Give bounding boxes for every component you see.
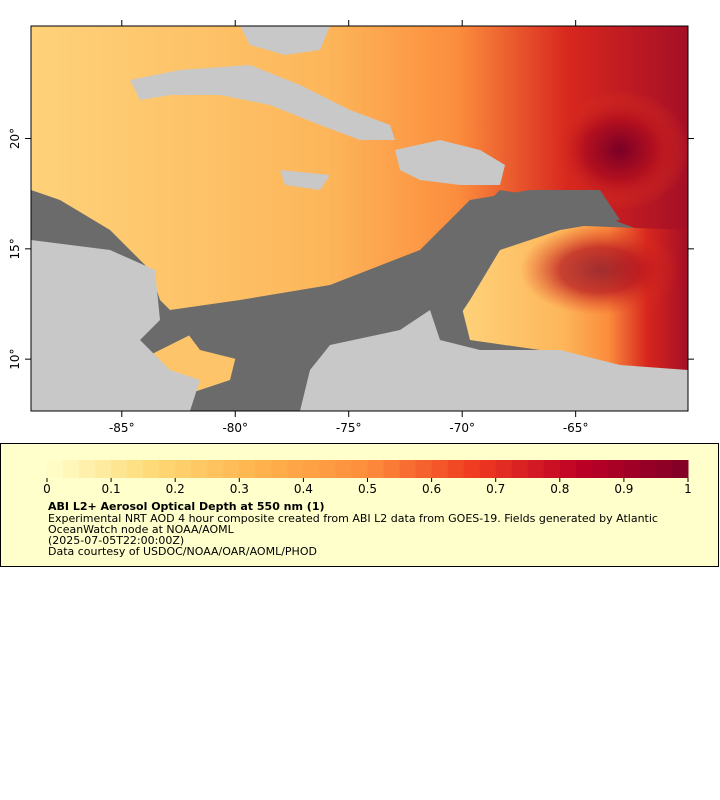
colorbar-tick-label: 0.2 [166,482,185,496]
colorbar-tick-label: 0.9 [614,482,633,496]
legend-title: ABI L2+ Aerosol Optical Depth at 550 nm … [48,500,325,513]
colorbar-step [63,460,80,478]
sea-no-data [170,190,620,360]
colorbar-step [255,460,272,478]
land [395,140,505,185]
colorbar-step [527,460,545,478]
colorbar-step [511,460,529,478]
colorbar-step [559,460,577,478]
colorbar-tick-label: 1 [684,482,692,496]
colorbar-step [271,460,288,478]
colorbar-step [335,460,352,478]
colorbar-step [111,460,128,478]
colorbar-step [95,460,112,478]
colorbar: 0 0.1 0.2 0.3 0.4 0.5 0.6 0.7 0.8 0.9 1 [43,460,692,496]
aerosol-field [31,26,688,330]
x-tick-label: -70° [449,421,475,435]
colorbar-tick-label: 0.4 [294,482,313,496]
aerosol-plume [550,90,688,210]
y-tick-label: 15° [8,238,22,259]
colorbar-step [367,460,385,478]
colorbar-tick-label: 0.6 [422,482,441,496]
colorbar-step [383,460,401,478]
x-tick-label: -85° [109,421,135,435]
colorbar-step [287,460,304,478]
colorbar-step [415,460,433,478]
colorbar-step [223,460,240,478]
colorbar-step [239,460,256,478]
colorbar-tick-label: 0.8 [550,482,569,496]
colorbar-step [431,460,449,478]
colorbar-step [79,460,96,478]
x-tick-label: -80° [222,421,248,435]
colorbar-step [47,460,64,478]
legend-line: Data courtesy of USDOC/NOAA/OAR/AOML/PHO… [48,545,317,558]
colorbar-step [127,460,144,478]
y-tick-label: 10° [8,349,22,370]
land [300,310,688,411]
colorbar-step [623,460,641,478]
y-tick-label: 20° [8,128,22,149]
colorbar-step [575,460,593,478]
colorbar-step [591,460,609,478]
colorbar-tick-label: 0 [43,482,51,496]
colorbar-step [463,460,481,478]
aerosol-plume [520,225,680,315]
land [130,65,395,140]
colorbar-tick-label: 0.3 [230,482,249,496]
colorbar-tick-label: 0.5 [358,482,377,496]
axes: -85° -80° -75° -70° -65° 10° 15° 20° [8,20,694,435]
colorbar-step [479,460,497,478]
colorbar-step [447,460,465,478]
land [280,170,330,190]
x-tick-label: -75° [336,421,362,435]
map [31,26,688,411]
colorbar-tick-label: 0.1 [102,482,121,496]
colorbar-step [191,460,208,478]
colorbar-step [303,460,320,478]
legend-line: (2025-07-05T22:00:00Z) [48,534,184,547]
colorbar-step [319,460,336,478]
colorbar-step [175,460,192,478]
colorbar-tick-label: 0.7 [486,482,505,496]
colorbar-step [143,460,160,478]
plot-frame [30,25,689,412]
colorbar-step [607,460,625,478]
legend-line: Experimental NRT AOD 4 hour composite cr… [48,512,658,525]
colorbar-step [671,460,689,478]
colorbar-step [207,460,224,478]
colorbar-step [159,460,176,478]
colorbar-step [543,460,561,478]
colorbar-step [639,460,657,478]
colorbar-step [495,460,513,478]
colorbar-step [399,460,417,478]
land [31,240,200,411]
x-tick-label: -65° [563,421,589,435]
legend-line: OceanWatch node at NOAA/AOML [48,523,235,536]
colorbar-step [655,460,673,478]
land [240,26,330,55]
colorbar-step [351,460,368,478]
